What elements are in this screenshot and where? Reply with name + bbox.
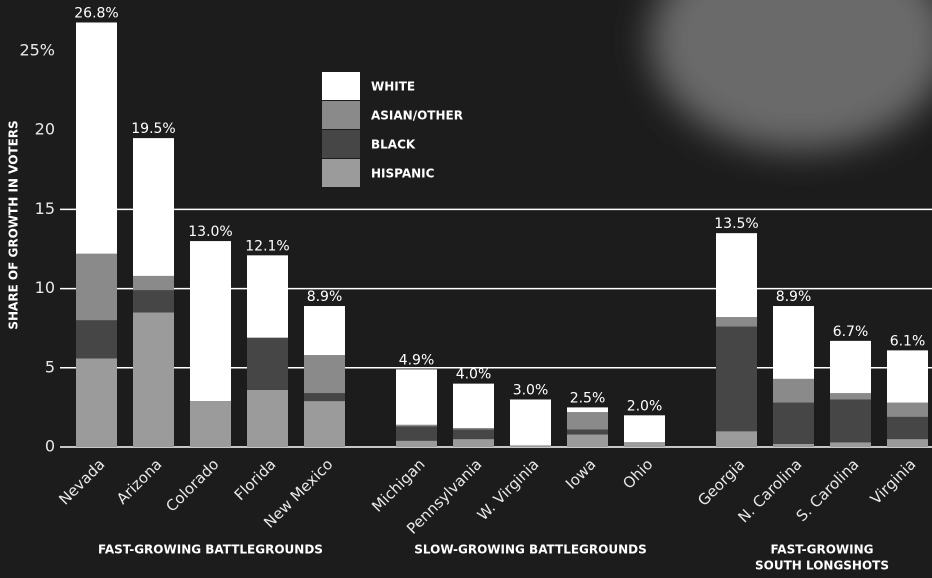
total-label: 3.0% xyxy=(513,382,549,398)
bar-segment xyxy=(716,327,757,432)
bar-segment xyxy=(567,407,608,412)
bar-segment xyxy=(453,428,494,430)
total-label: 12.1% xyxy=(245,238,289,254)
bar-segment xyxy=(304,355,345,393)
bar-segment xyxy=(624,442,665,447)
bar-segment xyxy=(773,306,814,379)
bar-segment xyxy=(773,379,814,403)
bar-segment xyxy=(567,430,608,435)
x-tick-label: Florida xyxy=(231,455,280,504)
bar-segment xyxy=(830,341,871,393)
total-label: 19.5% xyxy=(131,121,175,137)
total-label: 8.9% xyxy=(307,289,343,305)
background-photo xyxy=(650,0,932,150)
bar-segment xyxy=(396,425,437,427)
bar-segment xyxy=(510,445,551,447)
x-tick-label: Ohio xyxy=(619,455,656,492)
group-label: FAST-GROWING xyxy=(770,543,873,557)
bar-segment xyxy=(716,431,757,447)
bar-segment xyxy=(830,393,871,399)
legend-label: HISPANIC xyxy=(371,167,435,181)
y-tick-label: 15 xyxy=(35,199,55,218)
total-label: 4.0% xyxy=(456,367,492,383)
bar-segment xyxy=(887,417,928,439)
y-tick-label: 25% xyxy=(19,41,55,60)
bar-segment xyxy=(133,312,174,447)
x-tick-label: Iowa xyxy=(562,455,600,493)
bar-segment xyxy=(304,306,345,355)
bar-segment xyxy=(716,233,757,317)
bar-segment xyxy=(567,412,608,429)
x-tick-label: Nevada xyxy=(55,455,108,508)
bar-segment xyxy=(190,241,231,401)
bar-segment xyxy=(396,426,437,440)
total-label: 13.0% xyxy=(188,224,232,240)
bar-segment xyxy=(396,441,437,447)
bar-segment xyxy=(76,320,117,358)
bar-segment xyxy=(624,415,665,442)
y-tick-label: 10 xyxy=(35,278,55,297)
bar-segment xyxy=(773,403,814,444)
bar-segment xyxy=(76,22,117,253)
bar-segment xyxy=(773,444,814,447)
bar-segment xyxy=(133,276,174,290)
y-tick-label: 5 xyxy=(45,357,55,376)
x-tick-label: Arizona xyxy=(113,455,166,508)
total-label: 6.1% xyxy=(890,333,926,349)
total-label: 26.8% xyxy=(74,5,118,21)
legend-swatch xyxy=(322,159,360,187)
group-label: FAST-GROWING BATTLEGROUNDS xyxy=(98,543,323,557)
total-label: 4.9% xyxy=(399,352,435,368)
bar-segment xyxy=(453,439,494,447)
chart: SHARE OF GROWTH IN VOTERS 0 5 10 15 20 25% 26.… xyxy=(0,0,932,578)
legend-swatch xyxy=(322,72,360,100)
total-label: 13.5% xyxy=(714,216,758,232)
x-tick-label: W. Virginia xyxy=(474,455,543,524)
y-tick-label: 0 xyxy=(45,437,55,456)
bar-segment xyxy=(304,393,345,401)
bar-segment xyxy=(453,384,494,428)
bar-segment xyxy=(567,434,608,447)
x-tick-label: Georgia xyxy=(694,455,748,509)
bar-segment xyxy=(304,401,345,447)
bar-segment xyxy=(396,369,437,424)
bar-segment xyxy=(247,390,288,447)
y-tick-label: 20 xyxy=(35,120,55,139)
legend-label: BLACK xyxy=(371,138,416,152)
total-label: 8.9% xyxy=(776,289,812,305)
legend-swatch xyxy=(322,101,360,129)
y-axis-label: SHARE OF GROWTH IN VOTERS xyxy=(7,120,21,329)
legend-label: WHITE xyxy=(371,80,415,94)
total-label: 2.5% xyxy=(570,390,606,406)
bar-segment xyxy=(76,254,117,321)
bar-segment xyxy=(247,255,288,337)
bar-segment xyxy=(453,430,494,440)
bar-segment xyxy=(887,403,928,417)
total-label: 2.0% xyxy=(627,398,663,414)
legend-label: ASIAN/OTHER xyxy=(371,109,463,123)
total-label: 6.7% xyxy=(833,324,869,340)
x-tick-label: Colorado xyxy=(162,455,222,515)
bar-segment xyxy=(510,399,551,445)
bar-segment xyxy=(133,290,174,312)
bar-segment xyxy=(887,439,928,447)
bar-segment xyxy=(133,138,174,276)
legend-swatch xyxy=(322,130,360,158)
bar-segment xyxy=(247,338,288,390)
bar-segment xyxy=(830,442,871,447)
group-label: SOUTH LONGSHOTS xyxy=(755,559,889,573)
bar-segment xyxy=(830,399,871,442)
x-tick-label: Michigan xyxy=(368,455,428,515)
bar-segment xyxy=(716,317,757,327)
bar-segment xyxy=(76,358,117,447)
bar-segment xyxy=(887,350,928,402)
x-tick-label: Virginia xyxy=(867,455,920,508)
group-label: SLOW-GROWING BATTLEGROUNDS xyxy=(414,543,646,557)
bar-segment xyxy=(190,401,231,447)
